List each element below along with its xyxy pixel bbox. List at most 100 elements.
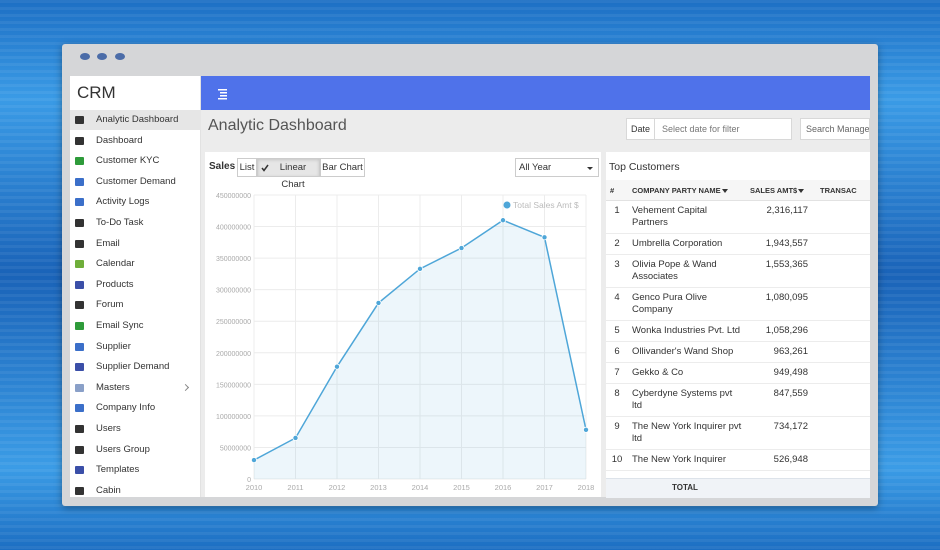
nav-item[interactable]: Activity Logs xyxy=(70,192,201,212)
nav-item[interactable]: Users xyxy=(70,419,201,439)
nav-item[interactable]: Company Info xyxy=(70,398,201,418)
app-name: CRM xyxy=(77,83,116,102)
nav-item[interactable]: Email Sync xyxy=(70,316,201,336)
nav-label: Users Group xyxy=(96,443,150,455)
view-button[interactable]: Bar Chart xyxy=(320,158,365,177)
window-dot xyxy=(115,53,125,60)
customers-table: # COMPANY PARTY NAME SALES AMT$ TRANSAC 1 Ve… xyxy=(606,180,870,471)
search-placeholder: Search Manage xyxy=(806,124,870,134)
nav-item[interactable]: Supplier xyxy=(70,337,201,357)
nav-icon xyxy=(75,219,84,227)
date-label: Date xyxy=(627,119,655,139)
nav-item[interactable]: Email xyxy=(70,234,201,254)
nav-icon xyxy=(75,342,84,351)
table-body: 1 Vehement Capital Partners 2,316,117 2 Umbr… xyxy=(606,200,870,471)
cell: 949,498 xyxy=(746,362,816,384)
cell: 1,553,365 xyxy=(746,254,816,288)
cell: 9 xyxy=(606,416,628,450)
nav-item[interactable]: Analytic Dashboard xyxy=(70,110,201,130)
cell xyxy=(816,200,870,234)
nav-icon xyxy=(75,445,84,454)
nav-label: Customer KYC xyxy=(96,155,160,167)
page-title: Analytic Dashboard xyxy=(208,117,347,134)
view-button[interactable]: Linear Chart xyxy=(257,158,320,190)
nav-label: Activity Logs xyxy=(96,196,150,208)
period-select[interactable]: All Year xyxy=(515,158,599,177)
nav-item[interactable]: Cabin xyxy=(70,481,201,501)
cell: 963,261 xyxy=(746,341,816,363)
table-row: 2 Umbrella Corporation 1,943,557 xyxy=(606,233,870,255)
cell: 1 xyxy=(606,200,628,234)
view-button[interactable]: List xyxy=(237,158,257,177)
period-value: All Year xyxy=(519,162,552,173)
nav-label: Users xyxy=(96,423,121,434)
window-dot xyxy=(97,53,107,60)
cell: The New York Inquirer pvt ltd xyxy=(628,416,746,450)
column-label: TRANSAC xyxy=(820,185,857,195)
nav-item[interactable]: Templates xyxy=(70,460,201,480)
nav-label: Products xyxy=(96,278,134,290)
cell: 2 xyxy=(606,233,628,255)
cell: 847,559 xyxy=(746,383,816,417)
table-row: 4 Genco Pura Olive Company 1,080,095 xyxy=(606,287,870,321)
header-row: # COMPANY PARTY NAME SALES AMT$ TRANSAC xyxy=(606,180,870,201)
check-icon xyxy=(261,164,269,172)
nav-icon xyxy=(75,363,84,372)
customers-title: Top Customers xyxy=(609,161,680,173)
cell: 1,058,296 xyxy=(746,320,816,342)
table-row: 6 Ollivander's Wand Shop 963,261 xyxy=(606,341,870,363)
cell xyxy=(816,320,870,342)
column-label: SALES AMT$ xyxy=(750,185,798,195)
nav-icon xyxy=(75,177,84,186)
table-row: 9 The New York Inquirer pvt ltd 734,172 xyxy=(606,416,870,450)
nav-item[interactable]: Customer Demand xyxy=(70,172,201,192)
cell xyxy=(816,383,870,417)
nav-label: Customer Demand xyxy=(96,175,176,187)
nav-label: Masters xyxy=(96,381,130,393)
column-header: TRANSAC xyxy=(816,180,870,201)
nav-item[interactable]: To-Do Task xyxy=(70,213,201,233)
cell: 10 xyxy=(606,449,628,471)
caret xyxy=(587,167,593,170)
column-label: COMPANY PARTY NAME xyxy=(632,185,721,195)
nav-icon xyxy=(75,425,84,433)
nav-item[interactable]: Dashboard xyxy=(70,131,201,151)
menu-toggle[interactable] xyxy=(217,88,231,100)
cell: 7 xyxy=(606,362,628,384)
cell: Wonka Industries Pvt. Ltd xyxy=(628,320,746,342)
window-dot xyxy=(80,53,90,60)
table-row: 1 Vehement Capital Partners 2,316,117 xyxy=(606,200,870,234)
cell xyxy=(816,449,870,471)
table-row: 10 The New York Inquirer 526,948 xyxy=(606,449,870,471)
cell xyxy=(816,233,870,255)
nav-item[interactable]: Calendar xyxy=(70,254,201,274)
nav-label: Templates xyxy=(96,464,140,476)
cell: 1,080,095 xyxy=(746,287,816,321)
date-placeholder: Select date for filter xyxy=(662,124,740,134)
cell: 1,943,557 xyxy=(746,233,816,255)
column-header: COMPANY PARTY NAME xyxy=(628,180,746,201)
nav-item[interactable]: Customer KYC xyxy=(70,151,201,171)
nav-item[interactable]: Products xyxy=(70,275,201,295)
nav-label: Supplier xyxy=(96,340,131,352)
cell: 8 xyxy=(606,383,628,417)
table-row: 5 Wonka Industries Pvt. Ltd 1,058,296 xyxy=(606,320,870,342)
nav-label: Email xyxy=(96,237,120,249)
sales-title: Sales xyxy=(209,161,236,172)
nav-item[interactable]: Forum xyxy=(70,295,201,315)
cell xyxy=(816,362,870,384)
cell: Vehement Capital Partners xyxy=(628,200,746,234)
customers-table-wrap: # COMPANY PARTY NAME SALES AMT$ TRANSAC 1 Ve… xyxy=(606,180,870,478)
nav-item[interactable]: Users Group xyxy=(70,440,201,460)
nav-item[interactable]: Supplier Demand xyxy=(70,357,201,377)
nav-icon xyxy=(75,383,84,392)
cell: Ollivander's Wand Shop xyxy=(628,341,746,363)
search-box[interactable]: Search Manage xyxy=(800,118,870,140)
table-row: 8 Cyberdyne Systems pvt ltd 847,559 xyxy=(606,383,870,417)
sort-icon xyxy=(721,188,728,193)
date-filter[interactable]: Date Select date for filter xyxy=(626,118,792,140)
nav-icon xyxy=(75,301,84,310)
cell: 4 xyxy=(606,287,628,321)
nav-item[interactable]: Masters xyxy=(70,378,201,398)
